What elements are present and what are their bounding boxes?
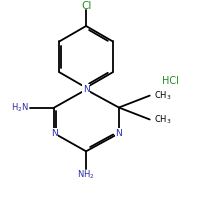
Text: Cl: Cl xyxy=(81,1,91,11)
Text: CH$_3$: CH$_3$ xyxy=(154,89,171,102)
Text: HCl: HCl xyxy=(162,76,179,86)
Text: N: N xyxy=(116,129,122,138)
Text: N: N xyxy=(51,129,58,138)
Text: CH$_3$: CH$_3$ xyxy=(154,113,171,126)
Text: N: N xyxy=(83,85,89,94)
Text: NH$_2$: NH$_2$ xyxy=(77,169,95,181)
Text: H$_2$N: H$_2$N xyxy=(11,101,28,114)
